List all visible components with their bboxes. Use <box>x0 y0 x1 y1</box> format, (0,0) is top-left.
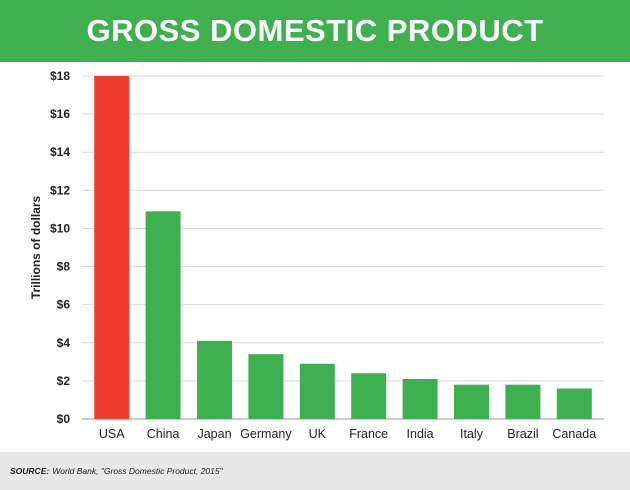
y-axis-ticks: $0 $2 $4 $6 $8 $10 $12 $14 $16 $18 <box>50 69 70 426</box>
title-banner: GROSS DOMESTIC PRODUCT <box>0 0 630 62</box>
y-tick-label: $6 <box>57 298 71 312</box>
bar-france <box>351 373 387 419</box>
x-category-label: France <box>349 427 388 441</box>
bar-japan <box>197 340 232 419</box>
y-tick-label: $14 <box>50 145 70 159</box>
x-category-label: UK <box>309 427 327 441</box>
bar-china <box>145 211 181 419</box>
bar-usa <box>94 76 130 419</box>
bar-italy <box>454 384 489 419</box>
y-axis-label: Trillions of dollars <box>29 196 43 300</box>
bar-chart: $0 $2 $4 $6 $8 $10 $12 $14 $16 $18 USA China Japan G… <box>29 69 604 441</box>
x-axis-categories: USA China Japan Germany UK France India Italy Br… <box>99 427 596 441</box>
x-category-label: Italy <box>460 427 484 441</box>
x-category-label: China <box>147 427 180 441</box>
y-tick-label: $16 <box>50 107 70 121</box>
source-footer: SOURCE: World Bank, "Gross Domestic Prod… <box>0 452 630 490</box>
x-category-label: Canada <box>552 427 596 441</box>
chart-title: GROSS DOMESTIC PRODUCT <box>86 13 544 48</box>
source-text: World Bank, "Gross Domestic Product, 201… <box>52 466 223 476</box>
y-tick-label: $10 <box>50 221 70 235</box>
bar-canada <box>556 388 592 419</box>
x-category-label: India <box>407 427 434 441</box>
y-tick-label: $18 <box>50 69 70 83</box>
x-category-label: Germany <box>240 427 292 441</box>
y-tick-label: $12 <box>50 183 70 197</box>
bars <box>94 76 592 419</box>
y-tick-label: $2 <box>57 374 71 388</box>
x-category-label: Brazil <box>507 427 538 441</box>
bar-uk <box>299 363 335 419</box>
y-tick-label: $8 <box>57 260 71 274</box>
y-tick-label: $0 <box>57 412 71 426</box>
source-label: SOURCE: <box>10 466 50 476</box>
y-tick-label: $4 <box>57 336 71 350</box>
bar-germany <box>248 354 284 419</box>
x-category-label: Japan <box>197 427 231 441</box>
x-category-label: USA <box>99 427 125 441</box>
bar-india <box>402 378 438 419</box>
bar-brazil <box>505 384 541 419</box>
